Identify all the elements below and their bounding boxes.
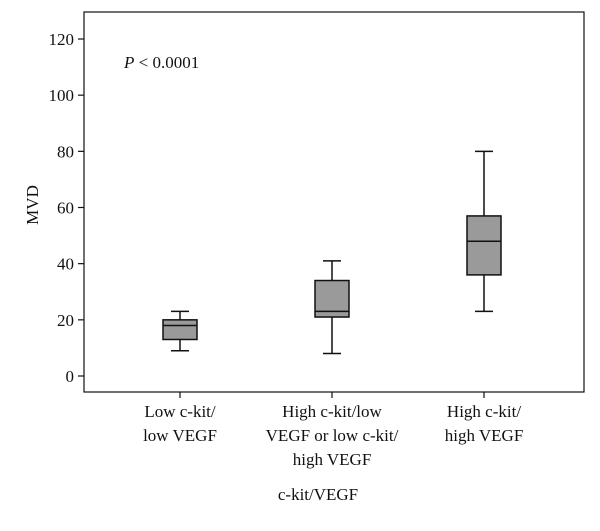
- y-tick-label-100: 100: [49, 86, 75, 105]
- y-axis: 0 20 40 60 80 100 120: [49, 30, 84, 386]
- y-axis-title: MVD: [23, 185, 42, 225]
- box-group-3: [466, 150, 502, 313]
- plot-frame: [83, 11, 585, 393]
- box-group-2: [314, 260, 350, 355]
- x-category-label-line: VEGF or low c-kit/: [266, 426, 399, 445]
- x-axis-labels: Low c-kit/low VEGF High c-kit/low VEGF or …: [143, 392, 523, 469]
- x-category-label-1: Low c-kit/low VEGF: [143, 402, 217, 445]
- p-value-text: < 0.0001: [134, 53, 199, 72]
- y-tick-label-120: 120: [49, 30, 75, 49]
- y-tick-label-0: 0: [66, 367, 75, 386]
- y-tick-label-20: 20: [57, 311, 74, 330]
- y-tick-label-60: 60: [57, 199, 74, 218]
- iqr-box: [466, 215, 502, 276]
- x-category-label-line: high VEGF: [293, 450, 372, 469]
- x-category-label-line: high VEGF: [445, 426, 524, 445]
- x-category-label-line: High c-kit/: [447, 402, 521, 421]
- y-tick-label-80: 80: [57, 142, 74, 161]
- iqr-box: [162, 319, 198, 341]
- x-category-label-line: low VEGF: [143, 426, 217, 445]
- p-value-symbol: P: [123, 53, 134, 72]
- boxes: [162, 150, 502, 355]
- x-category-label-3: High c-kit/high VEGF: [445, 402, 524, 445]
- p-value-annotation: P < 0.0001: [123, 53, 199, 72]
- x-category-label-line: Low c-kit/: [144, 402, 216, 421]
- y-tick-label-40: 40: [57, 255, 74, 274]
- x-category-label-line: High c-kit/low: [282, 402, 382, 421]
- x-category-label-2: High c-kit/low VEGF or low c-kit/high VEG…: [266, 402, 399, 469]
- x-axis-title: c-kit/VEGF: [278, 485, 358, 504]
- box-group-1: [162, 310, 198, 352]
